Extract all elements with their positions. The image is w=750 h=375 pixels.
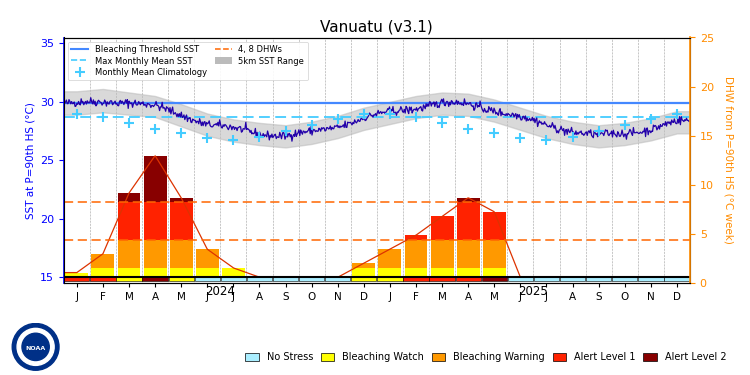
Bar [586, 277, 611, 280]
Bar [92, 268, 114, 277]
Bar [379, 268, 401, 277]
Y-axis label: SST at P=90th HS (°C): SST at P=90th HS (°C) [26, 102, 36, 219]
Point [280, 128, 292, 134]
Bar [143, 268, 166, 277]
Bar [118, 240, 140, 268]
Circle shape [12, 324, 59, 370]
Bar [143, 240, 166, 268]
Point [462, 126, 474, 132]
Point [358, 111, 370, 117]
Bar [222, 268, 245, 277]
Circle shape [22, 333, 50, 360]
Bar [457, 268, 480, 277]
Point [201, 135, 213, 141]
Point [619, 122, 631, 128]
Bar [379, 249, 401, 268]
Bar [457, 198, 480, 202]
Bar [170, 268, 193, 277]
Bar [430, 277, 454, 280]
Bar [118, 193, 140, 202]
Bar [352, 263, 375, 268]
Bar [194, 277, 220, 280]
Bar [430, 216, 454, 240]
Bar [457, 240, 480, 268]
Point [541, 137, 553, 143]
Bar [170, 202, 193, 240]
Bar [534, 277, 560, 280]
Bar [483, 212, 506, 240]
Point [592, 128, 604, 134]
Bar [116, 277, 142, 280]
Y-axis label: DHW from P=90th HS (°C week): DHW from P=90th HS (°C week) [723, 76, 734, 244]
Point [97, 114, 109, 120]
Point [254, 134, 266, 140]
Bar [352, 268, 375, 277]
Bar [404, 240, 427, 268]
Bar [404, 235, 427, 240]
Bar [142, 277, 168, 280]
Bar [612, 277, 638, 280]
Bar [404, 277, 429, 280]
Bar [638, 277, 664, 280]
Point [384, 111, 396, 117]
Bar [118, 202, 140, 240]
Point [227, 137, 239, 143]
Point [514, 135, 526, 141]
Point [410, 114, 422, 120]
Bar [430, 240, 454, 268]
Bar [457, 202, 480, 240]
Bar [273, 277, 298, 280]
Bar [92, 254, 114, 268]
Point [645, 116, 657, 122]
Bar [143, 156, 166, 203]
Bar [247, 277, 272, 280]
Bar [483, 268, 506, 277]
Point [332, 116, 344, 122]
Bar [560, 277, 585, 280]
Bar [377, 277, 403, 280]
Point [436, 120, 448, 126]
Point [488, 130, 500, 136]
Bar [169, 277, 194, 280]
Bar [118, 268, 140, 277]
Bar [170, 198, 193, 202]
Legend: No Stress, Bleaching Watch, Bleaching Warning, Alert Level 1, Alert Level 2: No Stress, Bleaching Watch, Bleaching Wa… [242, 349, 730, 366]
Text: 2025: 2025 [518, 285, 548, 298]
Bar [455, 277, 481, 280]
Bar [299, 277, 324, 280]
Bar [351, 277, 376, 280]
Bar [664, 277, 689, 280]
Bar [196, 249, 219, 268]
Title: Vanuatu (v3.1): Vanuatu (v3.1) [320, 20, 434, 35]
Legend: Bleaching Threshold SST, Max Monthly Mean SST, Monthly Mean Climatology, 4, 8 DH: Bleaching Threshold SST, Max Monthly Mea… [68, 42, 308, 80]
Point [306, 122, 318, 128]
Bar [170, 240, 193, 268]
Circle shape [17, 328, 54, 365]
Point [671, 111, 683, 117]
Text: 2024: 2024 [206, 285, 236, 298]
Point [70, 111, 82, 117]
Bar [143, 202, 166, 240]
Bar [64, 277, 89, 280]
Bar [325, 277, 350, 280]
Point [566, 134, 578, 140]
Bar [404, 268, 427, 277]
Point [149, 126, 161, 132]
Point [176, 130, 188, 136]
Bar [90, 277, 116, 280]
Bar [220, 277, 246, 280]
Bar [482, 277, 507, 280]
Bar [483, 240, 506, 268]
Text: NOAA: NOAA [26, 346, 46, 351]
Bar [508, 277, 533, 280]
Bar [430, 268, 454, 277]
Point [123, 120, 135, 126]
Bar [65, 273, 88, 277]
Bar [196, 268, 219, 277]
